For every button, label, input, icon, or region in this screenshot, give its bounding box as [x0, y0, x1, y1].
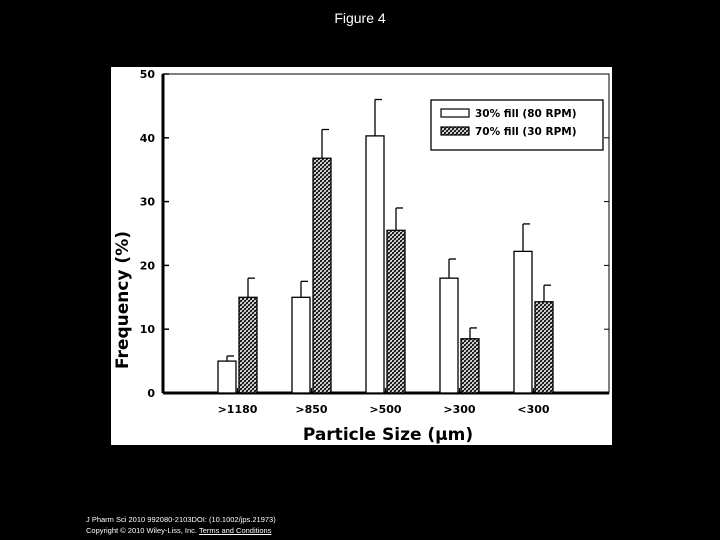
footer: J Pharm Sci 2010 992080-2103DOI: (10.100…: [86, 514, 276, 536]
x-tick-label: >500: [369, 403, 402, 416]
x-tick-label: <300: [517, 403, 550, 416]
citation-text: J Pharm Sci 2010 992080-2103DOI: (10.100…: [86, 515, 276, 524]
bar-hatched: [312, 157, 332, 394]
bar-hatched: [386, 229, 406, 394]
legend-label: 30% fill (80 RPM): [475, 108, 577, 120]
legend-swatch-hatched: [440, 126, 470, 136]
legend-box: [430, 99, 604, 151]
copyright-line: Copyright © 2010 Wiley-Liss, Inc. Terms …: [86, 525, 276, 536]
x-tick-label: >1180: [218, 403, 258, 416]
bar-open: [365, 135, 385, 394]
chart-figure: 0 10 20 30 40 50 >1180 >850 >500 >300 <300 30% fi…: [111, 67, 612, 445]
copyright-text: Copyright © 2010 Wiley-Liss, Inc.: [86, 526, 197, 535]
y-tick-label: 10: [140, 323, 156, 336]
x-tick-label: >850: [295, 403, 328, 416]
bar-hatched: [238, 296, 258, 394]
y-tick-label: 30: [140, 196, 156, 209]
bar-hatched: [460, 338, 480, 394]
y-axis-line: [161, 74, 165, 393]
bar-open: [291, 296, 311, 394]
bar-hatched: [534, 301, 554, 394]
y-tick-label: 40: [140, 132, 156, 145]
bar-chart: 0 10 20 30 40 50 >1180 >850 >500 >300 <300 30% fi…: [113, 68, 610, 445]
x-axis-label: Particle Size (μm): [303, 425, 473, 445]
slide-title: Figure 4: [334, 10, 386, 26]
legend-swatch-open: [440, 108, 470, 118]
y-tick-label: 50: [140, 68, 156, 81]
y-tick-label: 0: [147, 387, 155, 400]
bar-open: [513, 250, 533, 394]
y-tick-label: 20: [140, 259, 156, 272]
y-axis-label: Frequency (%): [113, 231, 133, 369]
x-tick-label: >300: [443, 403, 476, 416]
terms-link[interactable]: Terms and Conditions: [198, 526, 272, 535]
legend-label: 70% fill (30 RPM): [475, 126, 577, 138]
bar-open: [217, 360, 237, 394]
bar-open: [439, 277, 459, 394]
